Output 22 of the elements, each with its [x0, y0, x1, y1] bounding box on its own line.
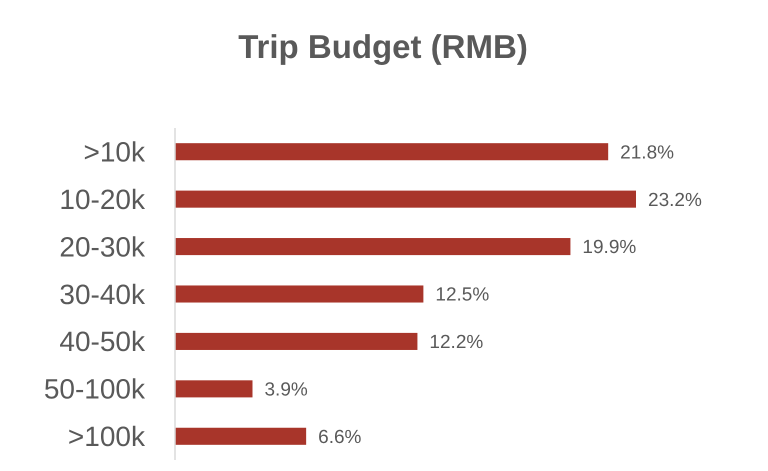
y-tick-label: 30-40k [59, 278, 146, 310]
bar [175, 190, 636, 208]
data-label: 21.8% [620, 142, 674, 164]
y-tick-label: 40-50k [59, 326, 146, 358]
y-tick-label: >100k [68, 421, 146, 452]
chart-title: Trip Budget (RMB) [238, 28, 528, 65]
bar [175, 428, 306, 445]
data-label: 19.9% [582, 237, 636, 258]
data-label: 12.5% [435, 284, 490, 306]
data-label: 12.2% [429, 332, 484, 354]
data-label: 3.9% [264, 380, 308, 401]
y-tick-label: 50-100k [44, 374, 146, 405]
bar [175, 380, 252, 398]
bar [175, 238, 570, 256]
data-label: 23.2% [648, 190, 702, 211]
y-tick-label: 10-20k [59, 184, 146, 215]
data-label: 6.6% [318, 426, 362, 448]
bar [175, 332, 418, 350]
bar [175, 143, 608, 160]
y-tick-label: 20-30k [59, 231, 146, 262]
bar [175, 285, 424, 303]
y-tick-label: >10k [84, 136, 146, 168]
